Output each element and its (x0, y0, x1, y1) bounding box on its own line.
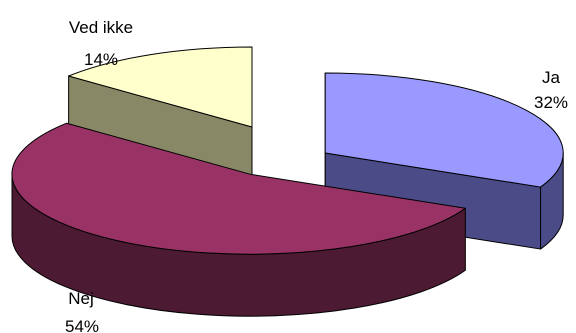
slice-ved-ikke-top (68, 46, 253, 128)
slice-ja-top (324, 72, 564, 188)
label-ved-ikke-name: Ved ikke (69, 18, 133, 37)
label-ved-ikke-percent: 14% (84, 50, 118, 69)
label-nej-percent: 54% (65, 317, 99, 333)
label-nej-name: Nej (68, 289, 94, 308)
slice-nej-top (11, 122, 466, 255)
label-ja-name: Ja (542, 68, 561, 87)
pie-slices (11, 46, 564, 317)
label-ja-percent: 32% (534, 93, 568, 112)
